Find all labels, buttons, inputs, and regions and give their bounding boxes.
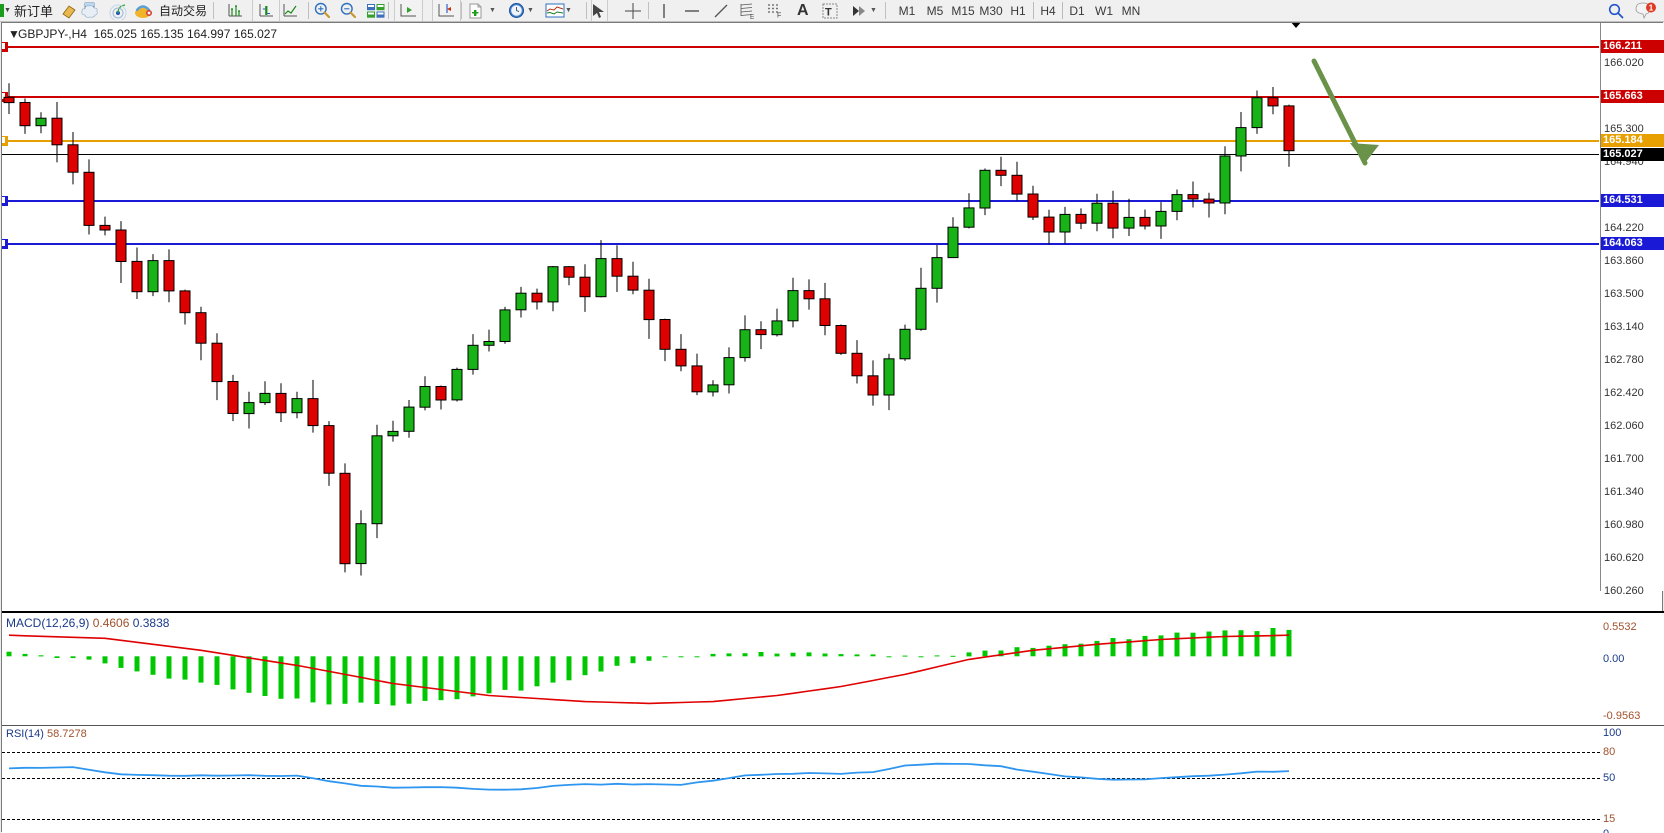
svg-text:T: T: [825, 6, 832, 18]
svg-text:1: 1: [1649, 3, 1654, 12]
svg-text:F: F: [777, 12, 781, 18]
svg-text:E: E: [750, 14, 755, 19]
